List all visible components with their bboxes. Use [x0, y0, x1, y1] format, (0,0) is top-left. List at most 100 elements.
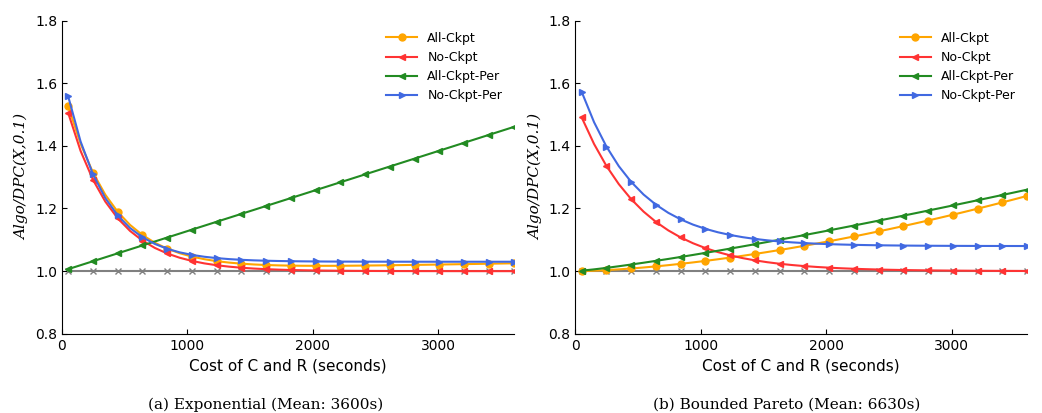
All-Ckpt-Per: [811, 230, 823, 235]
No-Ckpt: [223, 264, 235, 269]
No-Ckpt: [638, 209, 650, 214]
No-Ckpt: [297, 268, 309, 273]
No-Ckpt: [210, 263, 223, 268]
No-Ckpt-Per: [662, 210, 674, 215]
All-Ckpt-Per: [847, 223, 860, 228]
No-Ckpt-Per: [786, 240, 798, 245]
All-Ckpt-Per: [111, 251, 124, 256]
All-Ckpt: [613, 267, 625, 272]
All-Ckpt: [699, 259, 712, 263]
No-Ckpt: [984, 268, 996, 273]
No-Ckpt: [687, 241, 699, 246]
All-Ckpt: [674, 261, 687, 266]
No-Ckpt: [674, 235, 687, 240]
All-Ckpt: [383, 263, 396, 268]
No-Ckpt-Per: [910, 243, 922, 248]
All-Ckpt-Per: [662, 256, 674, 261]
All-Ckpt-Per: [124, 247, 137, 252]
All-Ckpt: [712, 257, 724, 262]
No-Ckpt: [946, 268, 959, 273]
All-Ckpt: [111, 209, 124, 214]
All-Ckpt-Per: [625, 262, 638, 267]
All-Ckpt: [872, 229, 885, 234]
No-Ckpt: [712, 249, 724, 254]
All-Ckpt: [149, 240, 162, 245]
All-Ckpt: [248, 262, 260, 267]
All-Ckpt: [185, 254, 198, 259]
All-Ckpt-Per: [495, 128, 507, 133]
No-Ckpt: [358, 268, 371, 273]
Line: All-Ckpt: All-Ckpt: [65, 103, 517, 269]
No-Ckpt-Per: [885, 243, 897, 248]
All-Ckpt: [761, 249, 773, 254]
All-Ckpt-Per: [971, 198, 984, 203]
All-Ckpt-Per: [371, 168, 383, 173]
All-Ckpt: [408, 262, 421, 267]
All-Ckpt-Per: [748, 242, 761, 247]
All-Ckpt-Per: [445, 144, 457, 149]
No-Ckpt-Per: [935, 243, 947, 248]
No-Ckpt: [737, 256, 749, 261]
No-Ckpt-Per: [996, 244, 1009, 249]
No-Ckpt-Per: [625, 179, 638, 184]
All-Ckpt-Per: [613, 264, 625, 269]
All-Ckpt: [371, 263, 383, 268]
All-Ckpt-Per: [910, 211, 922, 216]
All-Ckpt: [507, 261, 520, 266]
No-Ckpt-Per: [836, 242, 848, 247]
No-Ckpt-Per: [137, 235, 149, 240]
No-Ckpt: [625, 197, 638, 202]
All-Ckpt: [74, 141, 86, 146]
No-Ckpt: [61, 111, 74, 116]
All-Ckpt: [160, 246, 173, 251]
Y-axis label: Algo/DPC(X,0.1): Algo/DPC(X,0.1): [528, 114, 543, 240]
Line: No-Ckpt-Per: No-Ckpt-Per: [578, 88, 1031, 249]
No-Ckpt: [371, 268, 383, 273]
Text: (a) Exponential (Mean: 3600s): (a) Exponential (Mean: 3600s): [148, 397, 383, 412]
All-Ckpt: [959, 209, 971, 214]
No-Ckpt-Per: [111, 213, 124, 218]
All-Ckpt-Per: [575, 268, 588, 273]
All-Ckpt-Per: [860, 221, 872, 225]
No-Ckpt-Per: [259, 258, 272, 263]
All-Ckpt: [421, 262, 433, 267]
All-Ckpt-Per: [588, 267, 600, 272]
All-Ckpt-Per: [761, 240, 773, 244]
No-Ckpt-Per: [482, 259, 495, 264]
All-Ckpt-Per: [836, 225, 848, 230]
All-Ckpt-Per: [86, 259, 99, 264]
All-Ckpt: [885, 226, 897, 231]
All-Ckpt: [235, 261, 248, 266]
All-Ckpt-Per: [600, 266, 613, 271]
No-Ckpt: [160, 251, 173, 256]
No-Ckpt-Per: [798, 241, 811, 246]
All-Ckpt: [600, 268, 613, 273]
No-Ckpt-Per: [322, 259, 334, 264]
All-Ckpt-Per: [737, 244, 749, 249]
No-Ckpt-Per: [847, 242, 860, 247]
No-Ckpt: [86, 177, 99, 182]
No-Ckpt-Per: [185, 252, 198, 257]
No-Ckpt-Per: [649, 202, 662, 207]
No-Ckpt: [495, 268, 507, 273]
All-Ckpt-Per: [309, 188, 322, 193]
All-Ckpt: [910, 221, 922, 226]
No-Ckpt: [761, 260, 773, 265]
All-Ckpt: [198, 257, 210, 262]
No-Ckpt: [124, 228, 137, 233]
No-Ckpt-Per: [396, 259, 408, 264]
No-Ckpt: [1021, 268, 1034, 273]
No-Ckpt: [823, 265, 836, 270]
No-Ckpt: [910, 268, 922, 273]
No-Ckpt: [470, 268, 482, 273]
All-Ckpt-Per: [297, 192, 309, 197]
No-Ckpt: [786, 263, 798, 268]
No-Ckpt: [433, 268, 446, 273]
All-Ckpt: [724, 255, 737, 260]
No-Ckpt: [198, 261, 210, 266]
No-Ckpt-Per: [198, 254, 210, 259]
All-Ckpt-Per: [210, 219, 223, 224]
No-Ckpt-Per: [421, 259, 433, 264]
All-Ckpt-Per: [408, 156, 421, 161]
Line: No-Ckpt: No-Ckpt: [578, 114, 1031, 275]
